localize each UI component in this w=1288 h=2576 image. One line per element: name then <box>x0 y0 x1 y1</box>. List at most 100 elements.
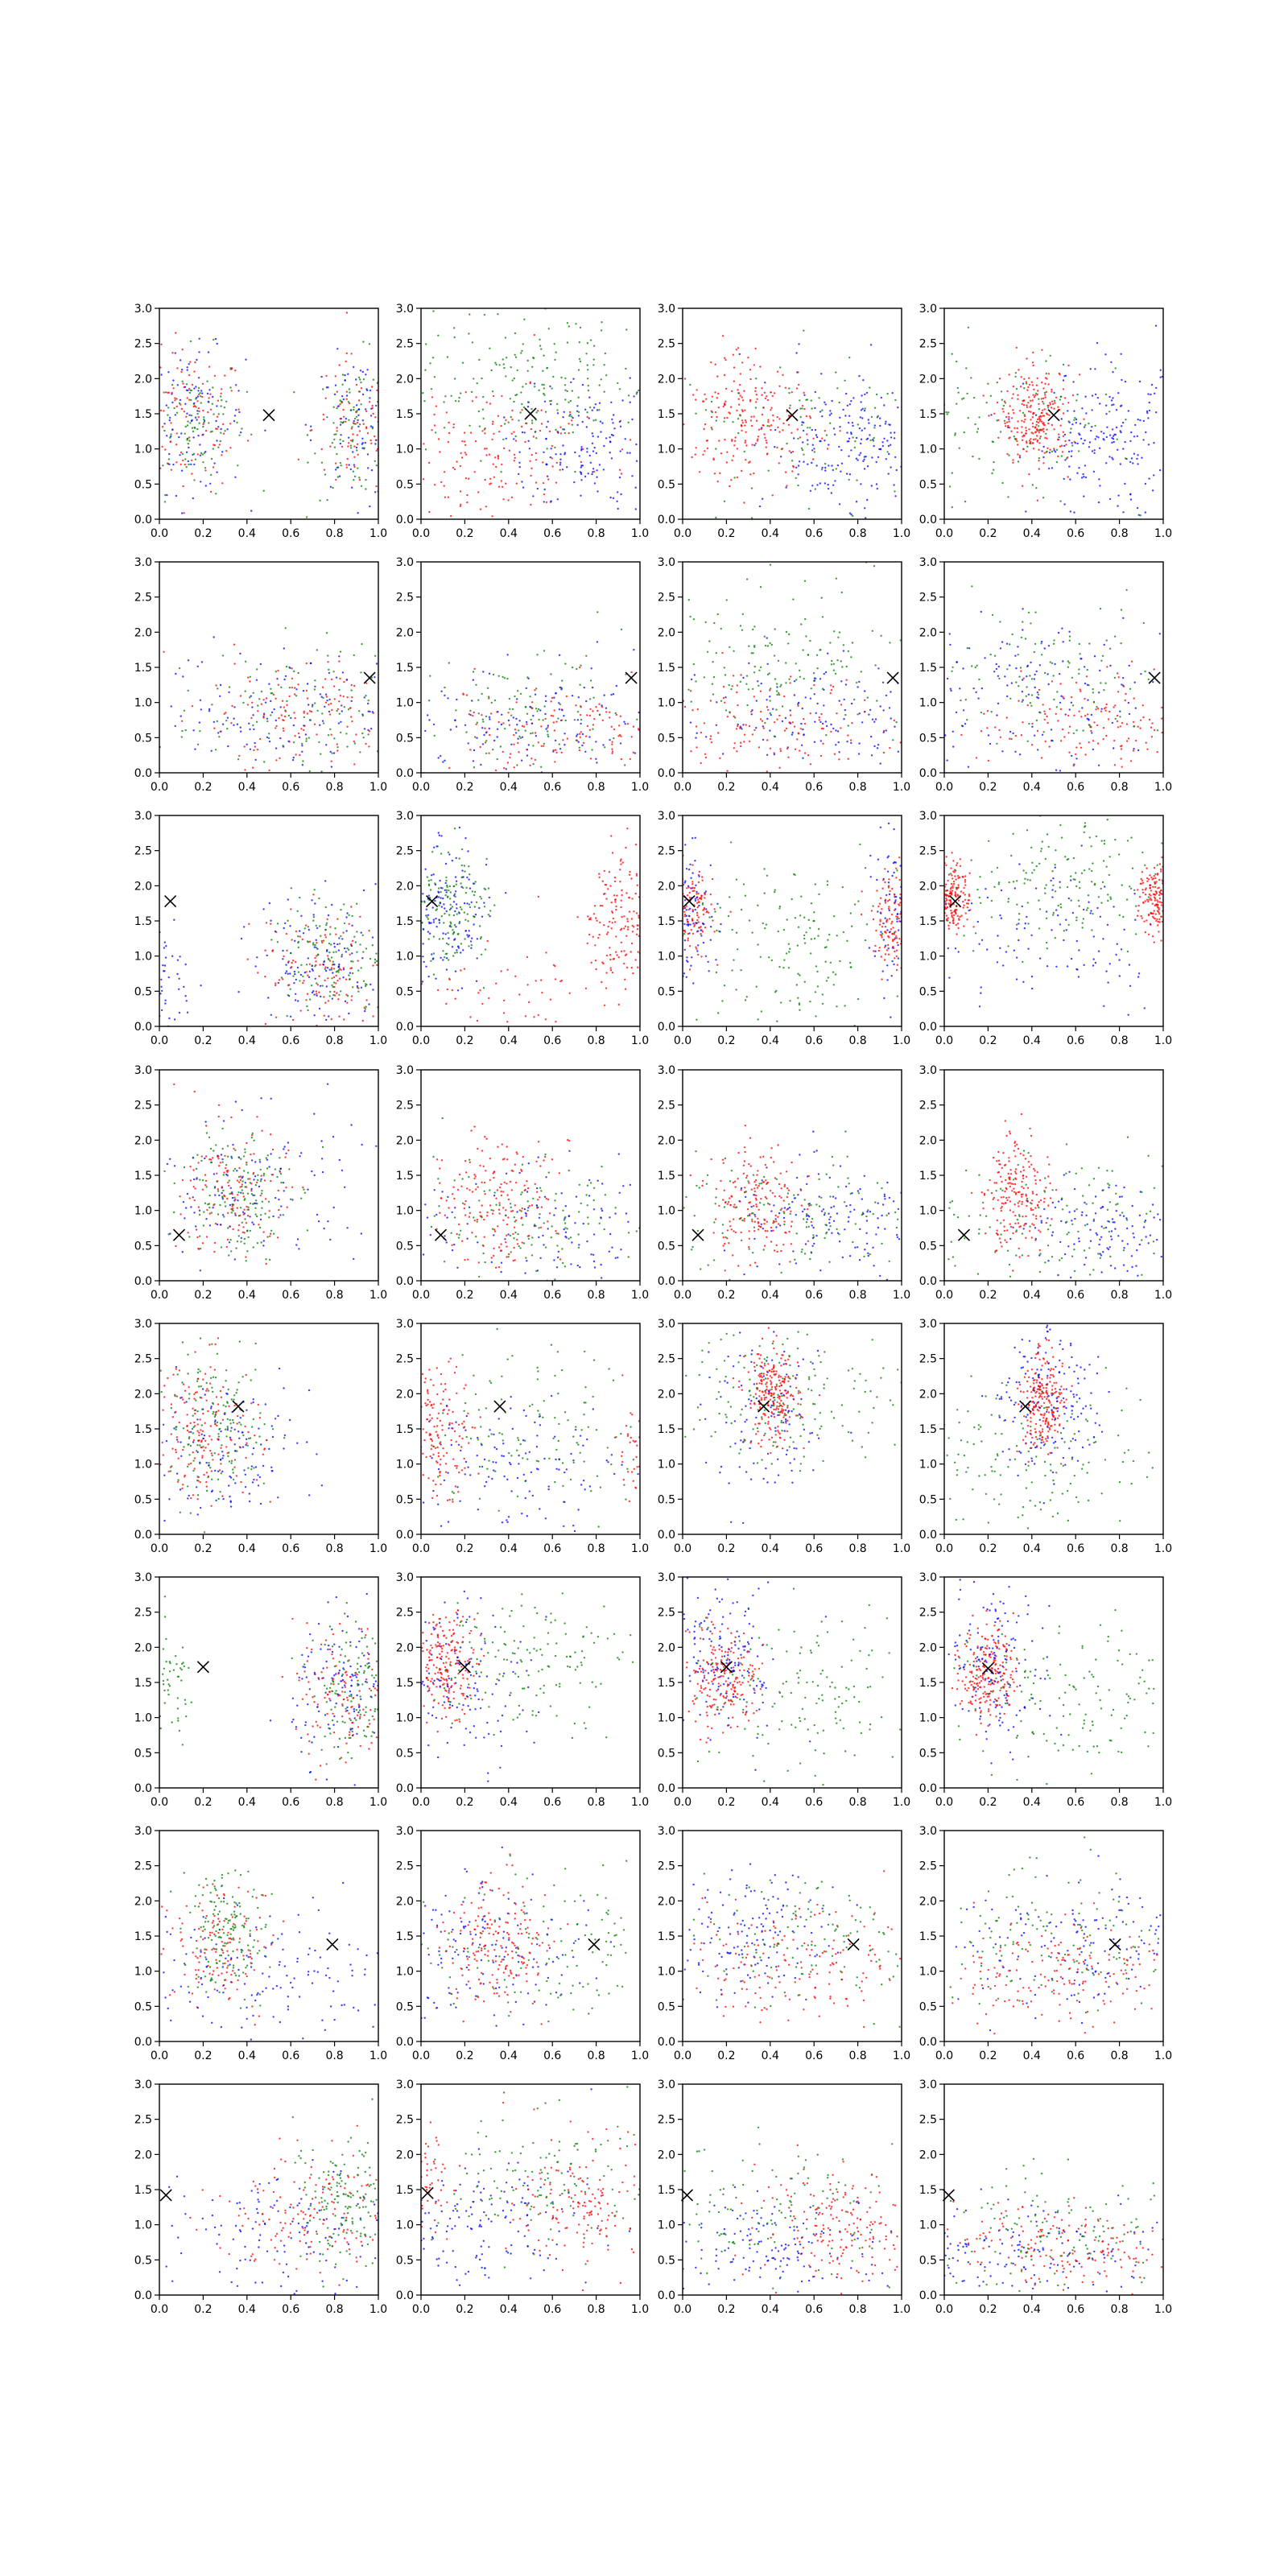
scatter-point-red <box>191 473 193 475</box>
scatter-point-blue <box>584 475 587 478</box>
scatter-point-blue <box>356 985 359 988</box>
scatter-point-green <box>442 938 444 940</box>
scatter-point-blue <box>833 433 836 436</box>
scatter-point-red <box>615 713 617 716</box>
scatter-point-blue <box>213 636 215 638</box>
scatter-point-red <box>159 366 162 369</box>
scatter-point-red <box>633 910 635 913</box>
scatter-point-red <box>697 873 700 877</box>
scatter-point-blue <box>438 834 440 836</box>
scatter-point-blue <box>283 647 285 650</box>
scatter-point-red <box>365 410 368 413</box>
scatter-point-red <box>348 442 350 444</box>
scatter-point-green <box>1029 675 1031 677</box>
scatter-point-green <box>786 919 788 921</box>
scatter-point-blue <box>254 965 257 968</box>
scatter-point-red <box>761 413 764 416</box>
scatter-point-red <box>611 971 614 974</box>
scatter-point-red <box>534 689 536 691</box>
scatter-point-blue <box>1064 374 1067 377</box>
scatter-point-red <box>1044 377 1047 379</box>
scatter-point-red <box>737 347 740 349</box>
scatter-point-red <box>1049 403 1052 406</box>
scatter-point-red <box>1062 431 1065 433</box>
scatter-point-blue <box>828 444 830 446</box>
scatter-point-green <box>328 995 331 997</box>
scatter-point-green <box>967 326 970 329</box>
scatter-point-red <box>207 411 209 414</box>
scatter-point-blue <box>1062 379 1065 382</box>
scatter-point-red <box>632 972 634 975</box>
scatter-point-green <box>735 931 738 934</box>
scatter-point-green <box>444 894 447 897</box>
scatter-point-red <box>987 759 990 762</box>
scatter-point-green <box>739 415 741 417</box>
scatter-point-green <box>218 736 221 738</box>
scatter-point-blue <box>1084 464 1087 467</box>
scatter-point-red <box>315 990 318 993</box>
scatter-point-green <box>1125 457 1127 460</box>
scatter-point-red <box>895 877 898 879</box>
scatter-point-red <box>890 923 893 925</box>
scatter-point-blue <box>444 862 448 865</box>
scatter-point-red <box>787 423 791 426</box>
scatter-point-blue <box>609 739 611 741</box>
scatter-point-blue <box>192 729 195 732</box>
scatter-point-blue <box>1151 489 1154 492</box>
scatter-point-blue <box>577 741 580 743</box>
scatter-point-green <box>974 423 976 426</box>
scatter-point-green <box>340 421 342 423</box>
scatter-point-red <box>188 398 191 401</box>
scatter-point-green <box>297 935 299 938</box>
scatter-point-blue <box>588 396 591 398</box>
scatter-point-red <box>318 991 320 993</box>
scatter-point-green <box>358 423 361 426</box>
scatter-point-green <box>578 357 581 361</box>
scatter-point-red <box>724 358 727 361</box>
scatter-point-green <box>308 770 311 773</box>
scatter-point-blue <box>886 964 889 967</box>
scatter-point-red <box>1036 440 1038 443</box>
scatter-point-red <box>339 694 342 697</box>
scatter-point-red <box>896 964 899 966</box>
x-tick-label: 0.4 <box>238 1034 256 1047</box>
scatter-point-blue <box>198 351 200 353</box>
scatter-point-green <box>725 599 728 601</box>
scatter-point-blue <box>1133 748 1135 750</box>
scatter-point-blue <box>580 464 583 467</box>
scatter-point-red <box>440 481 443 484</box>
scatter-point-blue <box>353 419 355 423</box>
scatter-point-blue <box>355 378 357 381</box>
scatter-point-red <box>1150 726 1153 729</box>
scatter-point-green <box>543 705 546 708</box>
scatter-point-green <box>569 399 572 402</box>
scatter-point-blue <box>1117 494 1120 497</box>
scatter-point-blue <box>304 733 308 736</box>
scatter-point-green <box>834 672 837 675</box>
x-marker-stroke <box>1047 409 1060 422</box>
scatter-point-red <box>1132 749 1135 752</box>
scatter-point-red <box>1044 712 1046 716</box>
scatter-point-blue <box>1120 431 1122 434</box>
scatter-point-red <box>1046 404 1049 407</box>
scatter-point-green <box>181 452 184 456</box>
scatter-point-blue <box>315 939 317 942</box>
scatter-point-blue <box>1153 474 1155 477</box>
scatter-point-green <box>187 420 189 423</box>
scatter-point-green <box>351 426 353 428</box>
scatter-point-red <box>493 476 495 478</box>
scatter-point-blue <box>1113 435 1115 437</box>
scatter-point-blue <box>881 441 884 444</box>
scatter-point-blue <box>179 359 182 361</box>
scatter-point-green <box>978 678 980 681</box>
scatter-point-red <box>542 481 545 485</box>
scatter-point-red <box>371 407 374 410</box>
scatter-point-red <box>892 927 894 929</box>
scatter-point-blue <box>1127 701 1130 704</box>
scatter-point-red <box>308 710 312 712</box>
scatter-point-red <box>688 945 691 947</box>
scatter-point-blue <box>839 416 841 419</box>
scatter-point-green <box>335 433 337 436</box>
scatter-point-red <box>982 394 985 397</box>
scatter-point-blue <box>889 423 891 426</box>
